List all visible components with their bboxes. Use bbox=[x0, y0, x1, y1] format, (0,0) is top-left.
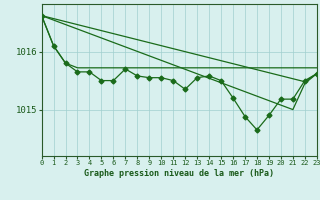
X-axis label: Graphe pression niveau de la mer (hPa): Graphe pression niveau de la mer (hPa) bbox=[84, 169, 274, 178]
